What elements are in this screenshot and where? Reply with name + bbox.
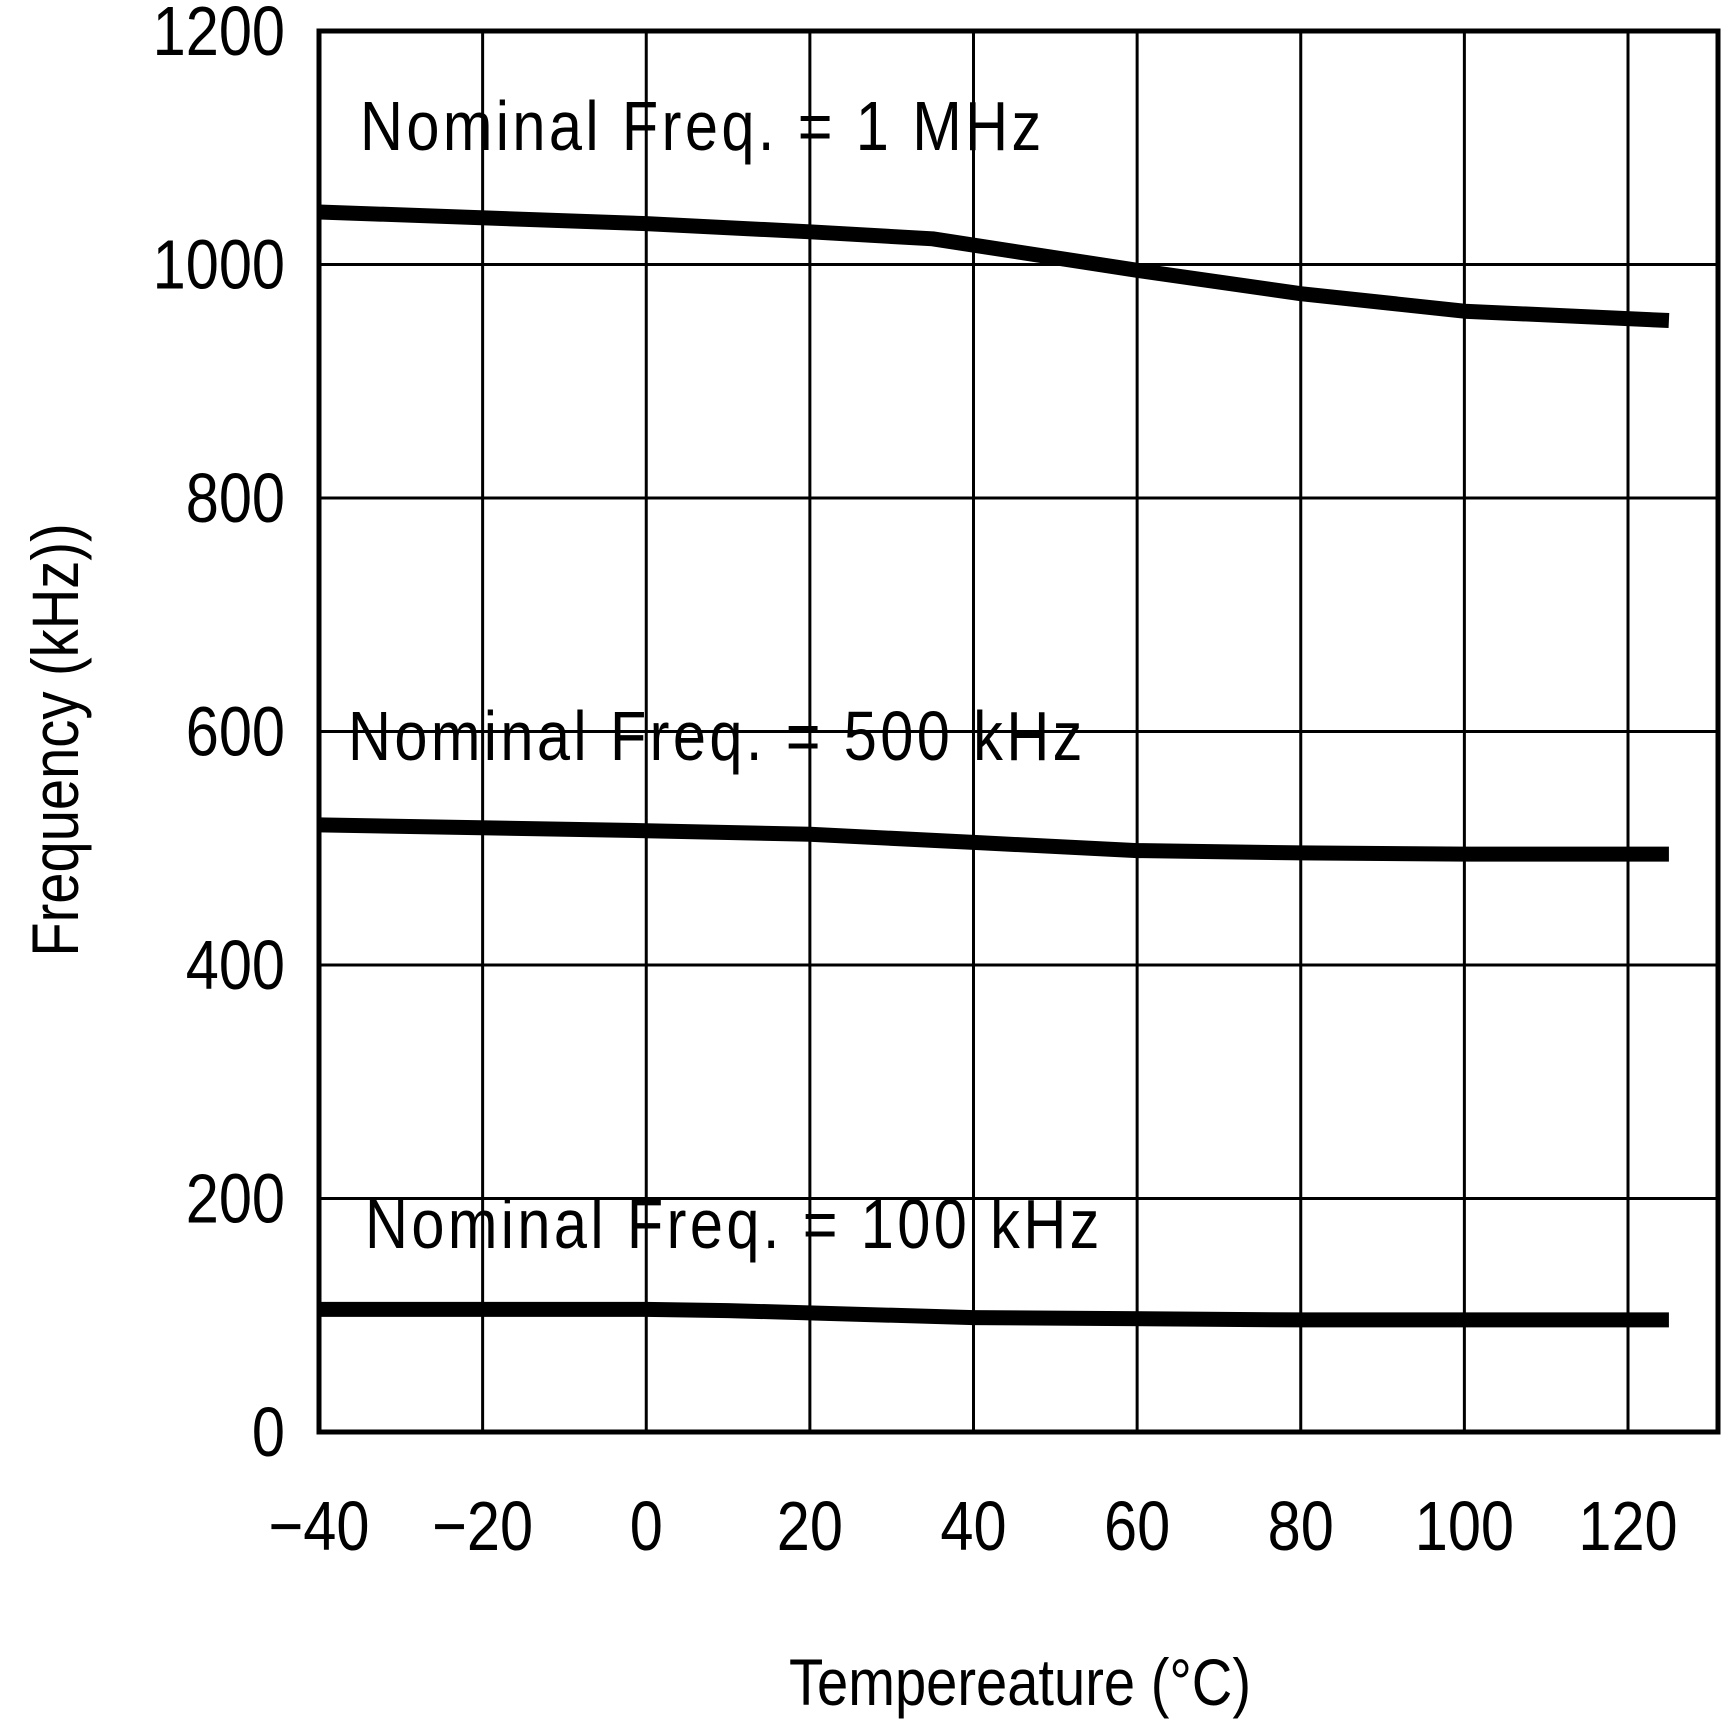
x-tick-label: 120 [1578, 1486, 1677, 1565]
series-line [318, 204, 1670, 329]
x-tick-label: 80 [1268, 1486, 1334, 1565]
y-tick-label: 200 [186, 1159, 285, 1238]
series-lines [318, 204, 1670, 1328]
x-tick-label: 20 [777, 1486, 843, 1565]
series-label: Nominal Freq. = 500 kHz [348, 696, 1086, 775]
x-tick-label: −20 [432, 1486, 533, 1565]
x-axis-label: Tempereature (°C) [789, 1646, 1251, 1719]
y-axis-label: Frequency (kHz)) [19, 523, 92, 956]
series-label: Nominal Freq. = 1 MHz [360, 86, 1045, 165]
y-tick-label: 1200 [153, 0, 285, 70]
y-tick-label: 1000 [153, 225, 285, 304]
plot-frame [316, 28, 1721, 1435]
x-tick-label: 100 [1415, 1486, 1514, 1565]
y-tick-label: 800 [186, 458, 285, 537]
y-tick-label: 400 [186, 925, 285, 1004]
y-tick-label: 0 [252, 1392, 285, 1471]
x-tick-label: −40 [269, 1486, 370, 1565]
series-line [318, 817, 1669, 862]
x-tick-label: 60 [1104, 1486, 1170, 1565]
y-tick-label: 600 [186, 692, 285, 771]
tick-labels: −40 −20 0 20 40 60 80 100 1200200400600800100012… [153, 0, 1678, 1565]
x-tick-label: 0 [630, 1486, 663, 1565]
x-tick-label: 40 [940, 1486, 1006, 1565]
series-label: Nominal Freq. = 100 kHz [365, 1184, 1103, 1263]
series-labels: Nominal Freq. = 1 MHz Nominal Freq. = 500… [348, 86, 1103, 1263]
series-line [319, 1301, 1669, 1328]
